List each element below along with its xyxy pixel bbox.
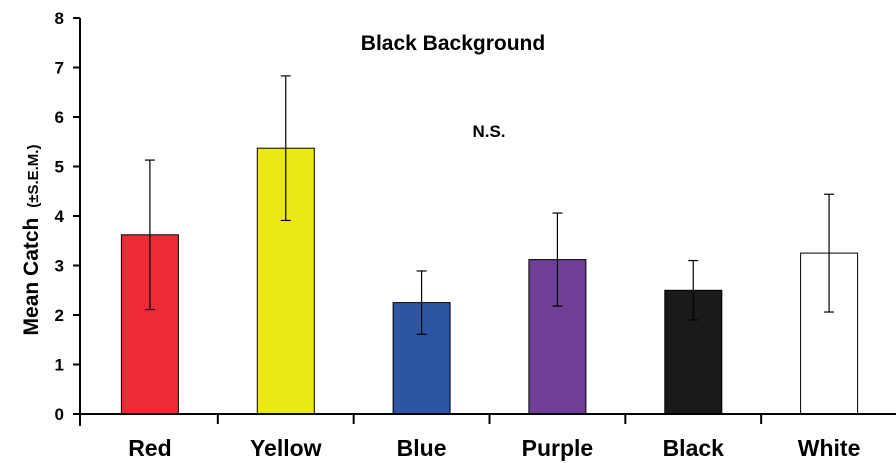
bars-layer bbox=[120, 147, 859, 415]
significance-annotation: N.S. bbox=[472, 122, 505, 141]
y-tick-label-4: 4 bbox=[55, 207, 65, 226]
y-axis-label: Mean Catch (±S.E.M.) bbox=[20, 145, 43, 336]
error-bar-white bbox=[824, 193, 835, 313]
y-tick-label-5: 5 bbox=[55, 158, 64, 177]
x-tick-label-blue: Blue bbox=[397, 435, 447, 461]
axes-layer: Red Yellow Blue Purple Black White 0 1 2 3 4 5 6 7 8 bbox=[55, 9, 896, 461]
x-tick-label-purple: Purple bbox=[522, 435, 594, 461]
y-tick-label-8: 8 bbox=[55, 9, 64, 28]
y-axis-label-main: Mean Catch bbox=[20, 218, 43, 336]
x-tick-label-yellow: Yellow bbox=[250, 435, 322, 461]
x-tick-label-black: Black bbox=[663, 435, 725, 461]
x-tick-label-white: White bbox=[798, 435, 861, 461]
error-bar-yellow bbox=[280, 75, 291, 222]
y-tick-label-7: 7 bbox=[55, 59, 64, 78]
error-bars-layer bbox=[144, 75, 835, 335]
y-tick-label-6: 6 bbox=[55, 108, 64, 127]
error-bar-purple bbox=[552, 212, 563, 307]
chart-title: Black Background bbox=[361, 32, 545, 55]
y-axis-label-sub: (±S.E.M.) bbox=[25, 145, 42, 208]
y-tick-label-2: 2 bbox=[55, 306, 64, 325]
error-bar-black bbox=[688, 259, 699, 321]
y-tick-label-0: 0 bbox=[55, 405, 64, 424]
error-bar-blue bbox=[416, 270, 427, 335]
error-bar-red bbox=[144, 159, 155, 311]
y-tick-label-1: 1 bbox=[55, 356, 64, 375]
y-tick-label-3: 3 bbox=[55, 257, 64, 276]
x-tick-label-red: Red bbox=[128, 435, 171, 461]
